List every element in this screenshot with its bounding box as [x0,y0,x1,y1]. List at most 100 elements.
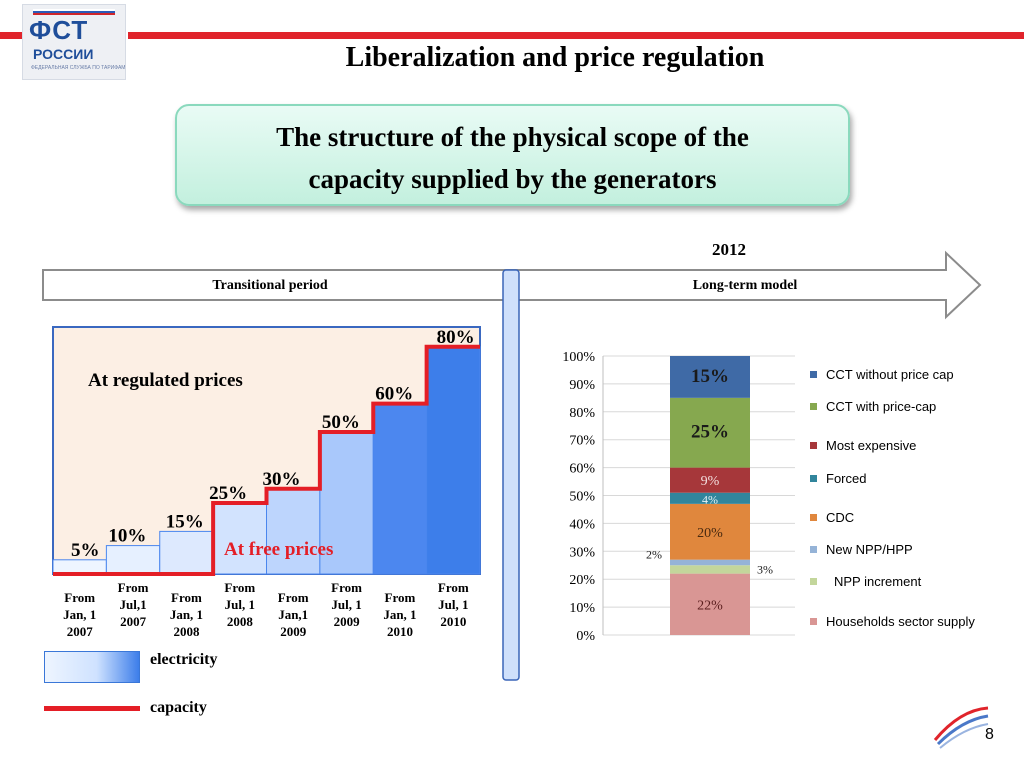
date-category-label: From Jan, 1 2007 [51,589,108,640]
legend-swatch [810,514,817,521]
date-category-label: From Jan, 1 2008 [158,589,215,640]
y-tick-label: 40% [569,517,595,532]
electricity-value-label: 5% [71,540,100,561]
subtitle-box: The structure of the physical scope of t… [175,104,850,206]
subtitle-line-2: capacity supplied by the generators [308,164,717,194]
date-category-label: From Jul, 1 2008 [211,579,268,630]
legend-swatch [810,546,817,553]
date-category-line: 2007 [120,614,147,629]
fst-logo: ФСТ РОССИИ ФЕДЕРАЛЬНАЯ СЛУЖБА ПО ТАРИФАМ [22,4,126,80]
date-category-line: From [224,580,256,595]
date-category-line: From [117,580,149,595]
header-rule [128,32,1024,39]
segment-value-label: 3% [757,562,773,576]
date-category-line: From [277,590,309,605]
stacked-segment [670,492,750,504]
legend-label: Forced [826,471,867,486]
annotation-regulated: At regulated prices [88,370,243,391]
page-title: Liberalization and price regulation [345,42,765,73]
electricity-value-label: 50% [322,412,360,433]
legend-swatch [810,578,817,585]
date-category-line: Jan, 1 [383,607,417,622]
y-tick-label: 30% [569,545,595,560]
y-tick-label: 50% [569,490,595,505]
date-category-line: 2007 [66,624,93,639]
legend-label: Most expensive [826,438,917,453]
segment-value-label: 15% [691,366,729,387]
electricity-legend-label: electricity [150,651,218,668]
date-category-line: Jul, 1 [438,597,469,612]
timeline-divider [502,269,520,681]
legend-swatch [810,618,817,625]
date-category-line: Jul, 1 [331,597,362,612]
page-number: 8 [985,726,994,743]
y-tick-label: 80% [569,406,595,421]
annotation-free: At free prices [224,539,333,560]
year-label: 2012 [712,240,746,259]
date-category-line: Jul, 1 [224,597,255,612]
date-category-line: 2009 [280,624,307,639]
stacked-segment [670,356,750,398]
electricity-value-label: 80% [437,327,475,348]
electricity-value-label: 10% [108,526,146,547]
electricity-value-label: 30% [263,469,301,490]
capacity-legend-swatch [44,706,140,711]
electricity-value-label: 25% [209,483,247,504]
date-category-line: From [64,590,96,605]
electricity-value-label: 60% [375,384,413,405]
electricity-bar [266,488,321,575]
date-category-label: From Jul, 1 2009 [318,579,375,630]
y-tick-label: 0% [576,629,595,644]
electricity-bar [372,403,428,575]
electricity-bar [159,530,214,575]
electricity-value-label: 15% [166,511,204,532]
legend-label: CCT without price cap [826,367,954,382]
date-category-line: Jan,1 [278,607,309,622]
date-category-label: From Jan,1 2009 [265,589,322,640]
legend-swatch [810,403,817,410]
segment-value-label: 22% [697,598,723,613]
header-rule-left [0,32,22,39]
legend-swatch [810,475,817,482]
legend-swatch [810,442,817,449]
capacity-series-line [53,344,480,576]
date-category-line: 2010 [440,614,467,629]
y-tick-label: 90% [569,378,595,393]
electricity-legend-swatch [44,651,140,683]
date-category-line: From [171,590,202,605]
segment-value-label: 20% [697,526,723,541]
date-category-line: From [437,580,469,595]
legend-swatch [810,371,817,378]
long-term-model-label: Long-term model [692,278,798,293]
stacked-segment [670,573,750,635]
date-category-label: From Jul,1 2007 [104,579,161,630]
logo-text-service: ФЕДЕРАЛЬНАЯ СЛУЖБА ПО ТАРИФАМ [31,65,126,71]
segment-value-label: 9% [701,474,720,489]
transitional-period-label: Transitional period [212,278,328,293]
swoosh-logo-icon [933,706,989,749]
segment-value-label: 4% [702,492,718,506]
date-category-line: From [384,590,416,605]
date-category-label: From Jul, 1 2010 [425,579,482,630]
legend-label: New NPP/HPP [826,542,913,557]
stacked-segment [670,397,750,468]
stacked-segment [670,467,750,493]
segment-value-label: 25% [691,422,729,443]
electricity-bar [319,431,374,575]
y-tick-label: 70% [569,434,595,449]
electricity-bar [212,502,267,575]
y-tick-label: 20% [569,573,595,588]
legend-label: CCT with price-cap [826,399,937,414]
legend-label: CDC [826,510,855,525]
stacked-segment [670,565,750,574]
date-category-line: Jan, 1 [63,607,97,622]
stacked-segment [670,503,750,560]
date-category-line: Jan, 1 [169,607,204,622]
logo-text-russia: РОССИИ [33,46,94,62]
segment-value-label: 2% [646,547,662,561]
y-tick-label: 100% [562,350,595,365]
capacity-legend-label: capacity [150,699,207,716]
